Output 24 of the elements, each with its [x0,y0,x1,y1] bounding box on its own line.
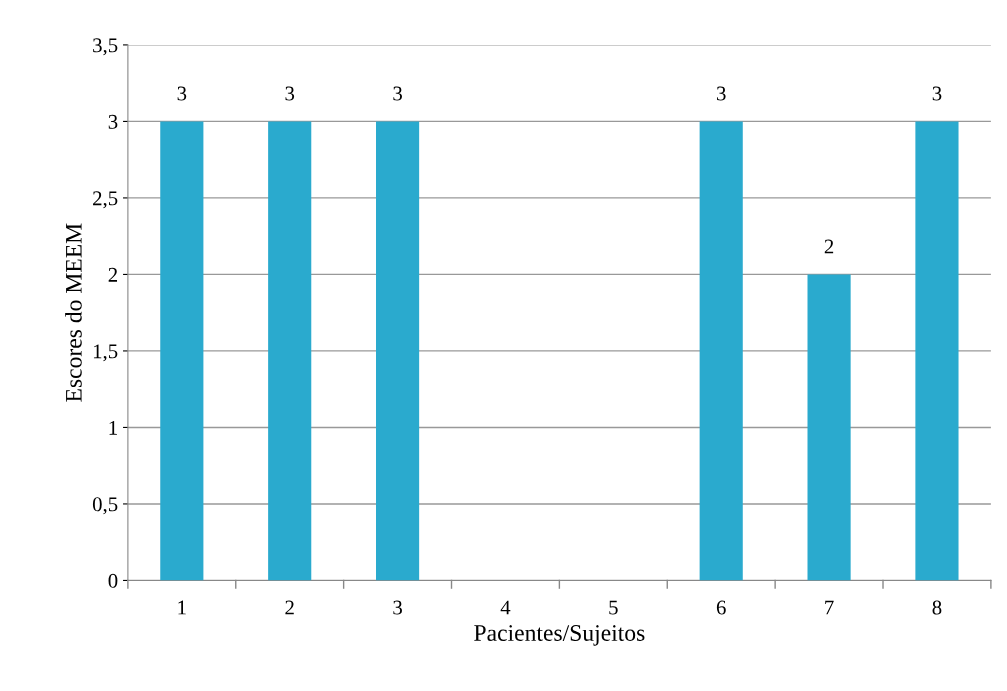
x-tick-label: 7 [825,600,834,615]
y-tick-label: 1 [109,420,117,435]
data-label: 3 [393,86,402,101]
y-tick-label: 3,5 [93,38,118,56]
y-tick-label: 2,5 [93,191,118,209]
x-tick-label: 8 [932,600,942,615]
x-tick-label: 1 [178,600,186,615]
x-tick-label: 5 [609,600,618,615]
x-tick-label: 2 [285,600,294,615]
x-tick-label: 6 [716,600,726,615]
x-tick-label: 3 [393,600,402,615]
y-tick-label: 2 [108,267,118,282]
data-label: 3 [177,86,187,101]
data-label: 3 [285,86,295,101]
x-axis-title: Pacientes/Sujeitos [474,625,645,646]
y-tick-label: 0 [108,573,118,588]
data-label: 2 [824,239,834,254]
y-axis-title: Escores do MEEM [65,223,82,402]
data-label: 3 [716,86,726,101]
x-tick-label: 4 [500,600,511,615]
y-tick-label: 3 [108,114,118,129]
data-label: 3 [932,86,942,101]
y-tick-label: 0,5 [92,497,118,515]
y-tick-label: 1,5 [93,344,118,362]
